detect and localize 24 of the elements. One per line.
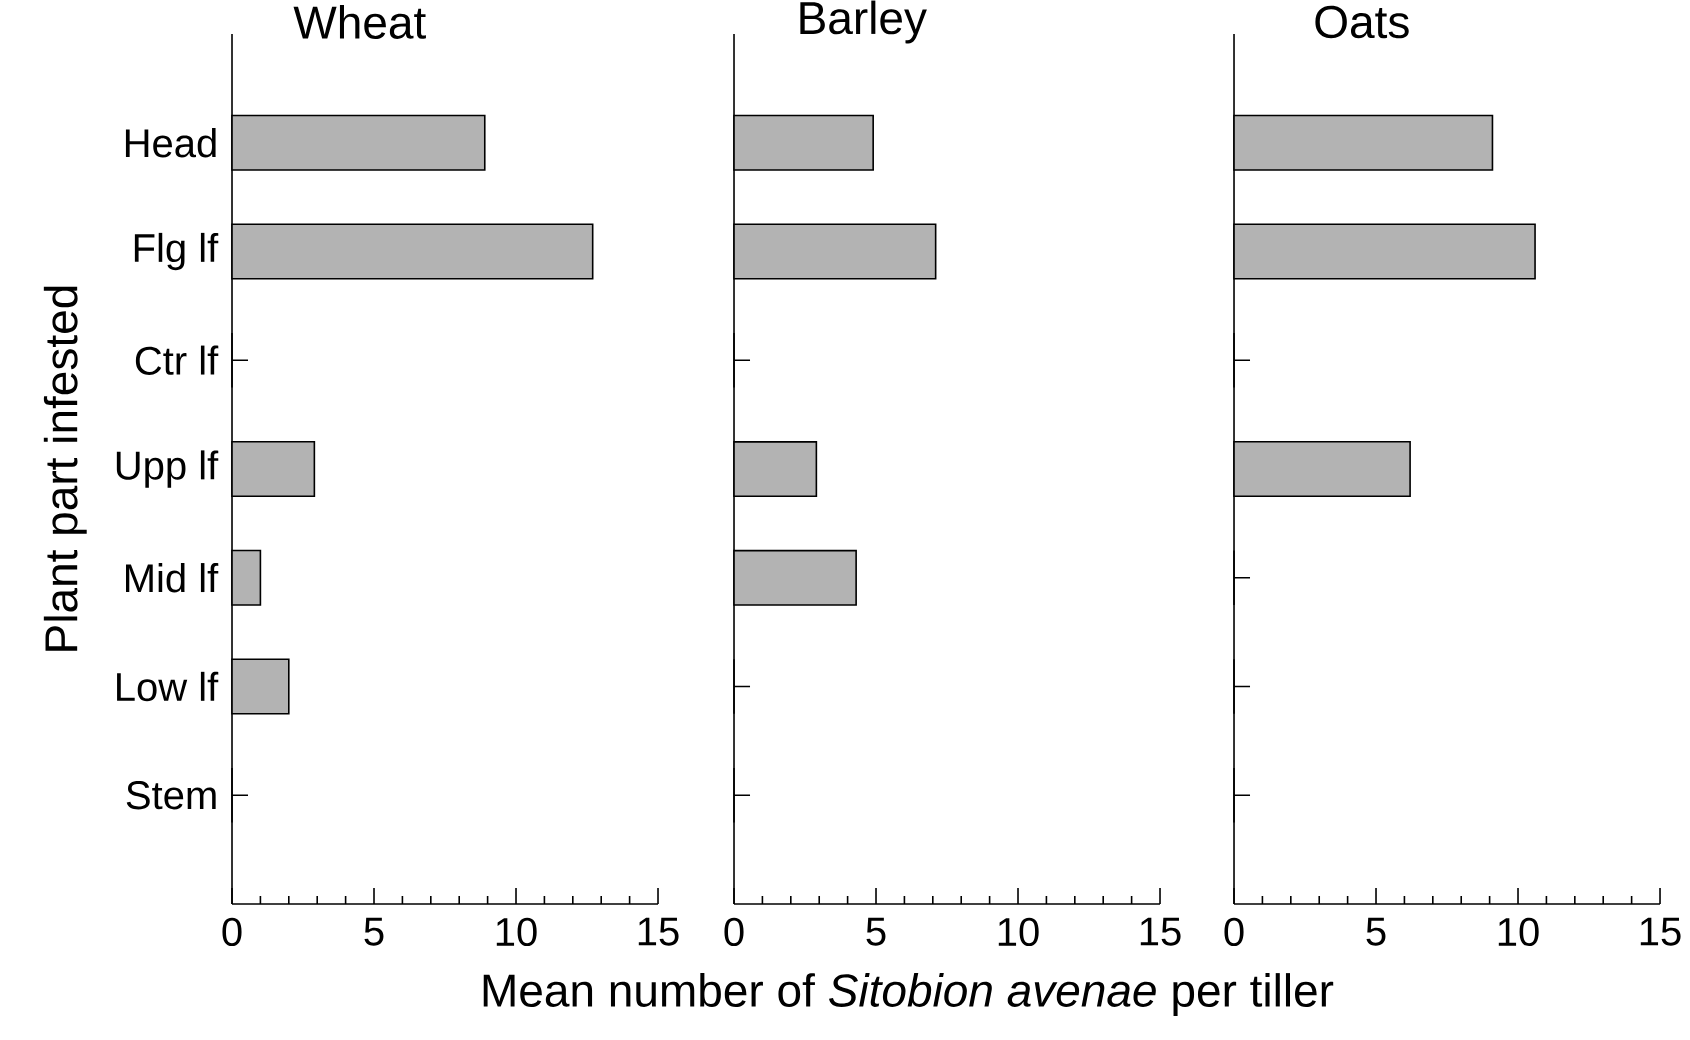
x-axis-title: Mean number of Sitobion avenae per tiller: [483, 973, 1334, 1016]
x-tick-label: 10: [496, 917, 537, 947]
x-tick-label: 10: [998, 917, 1039, 947]
x-tick-label: 0: [724, 917, 744, 947]
y-axis-title: Plant part infested: [43, 286, 87, 651]
x-tick-label: 0: [1224, 917, 1244, 947]
x-tick-label: 5: [866, 917, 886, 946]
chart-title: Oats: [1315, 5, 1409, 39]
y-tick-label: Flg lf: [134, 232, 219, 271]
chart-title: Wheat: [293, 5, 426, 39]
y-tick-label: Ctr lf: [135, 345, 219, 375]
x-tick-label: 15: [1640, 917, 1681, 946]
x-tick-label: 15: [638, 917, 679, 946]
y-tick-label: Head: [125, 128, 216, 158]
x-tick-label: 0: [222, 917, 242, 947]
x-tick-label: 10: [1498, 917, 1539, 947]
x-tick-label: 15: [1140, 917, 1181, 946]
y-tick-label: Upp lf: [116, 450, 219, 488]
x-tick-label: 5: [1366, 917, 1386, 946]
y-tick-label: Mid lf: [126, 563, 219, 593]
y-tick-label: Stem: [126, 781, 216, 810]
y-tick-label: Low lf: [117, 671, 219, 702]
chart-title: Barley: [800, 0, 927, 44]
x-tick-label: 5: [364, 917, 384, 946]
